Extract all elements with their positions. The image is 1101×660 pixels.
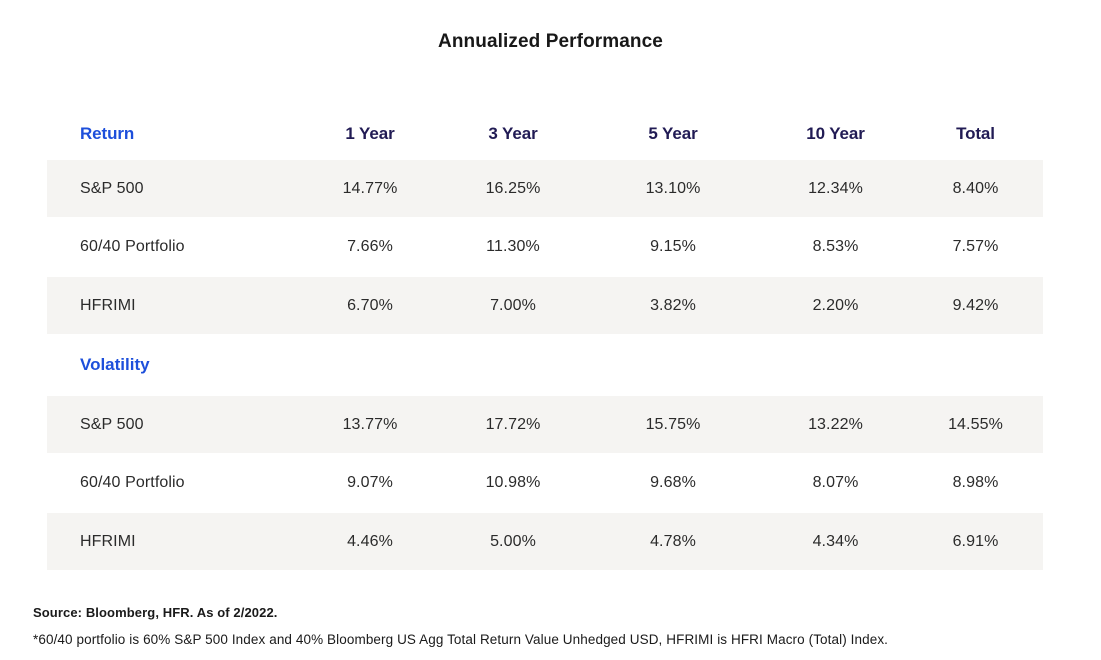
cell-value: 4.34%	[763, 513, 908, 570]
footer: Source: Bloomberg, HFR. As of 2/2022. *6…	[33, 605, 1101, 647]
cell-value: 11.30%	[486, 238, 540, 255]
cell-value: 7.57%	[952, 238, 999, 255]
cell-value: 4.78%	[583, 513, 763, 570]
cell-value: 8.07%	[812, 474, 859, 491]
cell-value: 9.68%	[650, 474, 696, 491]
cell-value: 6.91%	[908, 513, 1043, 570]
cell-value: 17.72%	[443, 396, 583, 453]
source-note: Source: Bloomberg, HFR. As of 2/2022.	[33, 605, 278, 620]
cell-value: 9.07%	[347, 474, 393, 491]
cell-value: 7.00%	[443, 277, 583, 334]
section-row-volatility: Volatility	[47, 334, 1043, 396]
cell-value: 5.00%	[443, 513, 583, 570]
cell-value: 13.10%	[583, 160, 763, 217]
section-label-return: Return	[80, 124, 135, 143]
column-header-1-year: 1 Year	[345, 124, 395, 143]
row-label: HFRIMI	[47, 277, 297, 334]
table-row-volatility-hfrimi: HFRIMI 4.46% 5.00% 4.78% 4.34% 6.91%	[47, 513, 1043, 570]
table-header-row: Return 1 Year 3 Year 5 Year 10 Year Tota…	[47, 108, 1043, 160]
row-label: S&P 500	[47, 160, 297, 217]
cell-value: 4.46%	[297, 513, 443, 570]
table-row-volatility-6040: 60/40 Portfolio 9.07% 10.98% 9.68% 8.07%…	[47, 453, 1043, 513]
footnote: *60/40 portfolio is 60% S&P 500 Index an…	[33, 632, 889, 647]
page-title: Annualized Performance	[438, 31, 663, 52]
table-row-return-6040: 60/40 Portfolio 7.66% 11.30% 9.15% 8.53%…	[47, 217, 1043, 277]
row-label: 60/40 Portfolio	[80, 474, 185, 491]
cell-value: 10.98%	[485, 474, 541, 491]
cell-value: 8.40%	[908, 160, 1043, 217]
cell-value: 12.34%	[763, 160, 908, 217]
section-label-volatility: Volatility	[47, 334, 297, 396]
column-header-total: Total	[956, 124, 995, 143]
column-header-3-year: 3 Year	[488, 124, 538, 143]
table-row-return-hfrimi: HFRIMI 6.70% 7.00% 3.82% 2.20% 9.42%	[47, 277, 1043, 334]
cell-value: 3.82%	[583, 277, 763, 334]
cell-value: 6.70%	[297, 277, 443, 334]
table-row-volatility-sp500: S&P 500 13.77% 17.72% 15.75% 13.22% 14.5…	[47, 396, 1043, 453]
column-header-5-year: 5 Year	[648, 124, 698, 143]
row-label: HFRIMI	[47, 513, 297, 570]
cell-value: 13.77%	[297, 396, 443, 453]
cell-value: 8.98%	[952, 474, 999, 491]
cell-value: 2.20%	[763, 277, 908, 334]
cell-value: 9.42%	[908, 277, 1043, 334]
cell-value: 9.15%	[650, 238, 696, 255]
cell-value: 8.53%	[812, 238, 859, 255]
row-label: S&P 500	[47, 396, 297, 453]
cell-value: 7.66%	[347, 238, 393, 255]
cell-value: 14.77%	[297, 160, 443, 217]
column-header-10-year: 10 Year	[806, 124, 865, 143]
row-label: 60/40 Portfolio	[80, 238, 185, 255]
cell-value: 16.25%	[443, 160, 583, 217]
table-row-return-sp500: S&P 500 14.77% 16.25% 13.10% 12.34% 8.40…	[47, 160, 1043, 217]
cell-value: 15.75%	[583, 396, 763, 453]
cell-value: 14.55%	[908, 396, 1043, 453]
cell-value: 13.22%	[763, 396, 908, 453]
performance-table: Return 1 Year 3 Year 5 Year 10 Year Tota…	[47, 108, 1043, 570]
